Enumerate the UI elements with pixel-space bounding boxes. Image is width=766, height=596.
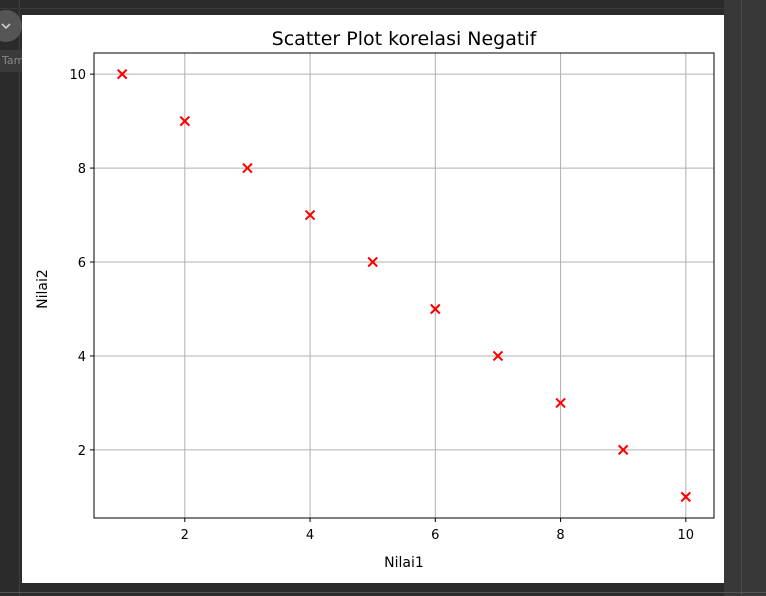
x-tick-label: 8 (556, 528, 564, 543)
scatter-point (555, 397, 566, 409)
y-tick-label: 6 (78, 256, 86, 271)
chart-figure: 2 4 6 8 10 2 4 6 8 10 Scatter Plot korelasi Negat… (22, 15, 724, 583)
divider (741, 0, 742, 596)
divider (0, 592, 766, 593)
scatter-point (367, 256, 378, 268)
y-tick-label: 2 (78, 444, 86, 459)
output-toggle-button[interactable] (0, 10, 22, 42)
x-axis-label: Nilai1 (384, 555, 424, 571)
markers (116, 68, 692, 503)
y-tick-label: 10 (69, 68, 86, 83)
plot-frame (93, 52, 715, 519)
divider (0, 8, 766, 9)
grid (94, 53, 714, 518)
chart-title: Scatter Plot korelasi Negatif (272, 28, 538, 50)
y-tick-label: 4 (78, 350, 86, 365)
scatter-point (304, 209, 316, 221)
scatter-point (492, 350, 504, 362)
x-tick-label: 6 (431, 528, 439, 543)
chevron-down-icon (1, 23, 11, 30)
scrollbar-rail[interactable] (724, 0, 766, 596)
scatter-point (179, 115, 191, 127)
x-tick-label: 10 (678, 528, 695, 543)
scatter-point (116, 68, 128, 80)
scatter-point (430, 303, 441, 315)
y-tick-label: 8 (78, 162, 86, 177)
scatter-point (242, 162, 253, 174)
axis-ticks: 2 4 6 8 10 2 4 6 8 10 (69, 68, 694, 543)
divider (19, 0, 20, 596)
scatter-point (617, 444, 629, 456)
y-axis-label: Nilai2 (35, 269, 51, 309)
scatter-point (680, 491, 692, 503)
scatter-chart: 2 4 6 8 10 2 4 6 8 10 Scatter Plot korelasi Negat… (35, 28, 715, 571)
x-tick-label: 2 (181, 528, 189, 543)
x-tick-label: 4 (306, 528, 314, 543)
